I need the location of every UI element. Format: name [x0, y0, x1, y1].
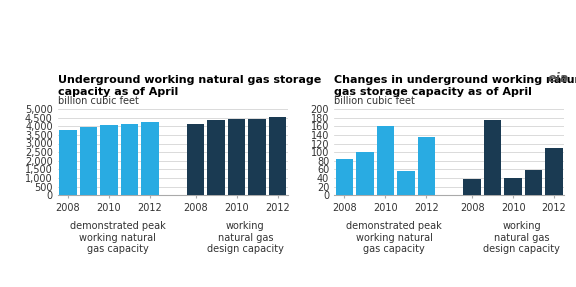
Text: working
natural gas
design capacity: working natural gas design capacity	[207, 221, 284, 254]
Bar	[269, 117, 286, 195]
Bar	[187, 124, 204, 195]
Text: demonstrated peak
working natural
gas capacity: demonstrated peak working natural gas ca…	[70, 221, 165, 254]
Bar	[80, 127, 97, 195]
Bar	[59, 130, 77, 195]
Bar	[228, 119, 245, 195]
Text: Changes in underground working natural: Changes in underground working natural	[334, 75, 576, 85]
Text: capacity as of April: capacity as of April	[58, 87, 178, 97]
Bar	[397, 172, 415, 195]
Text: demonstrated peak
working natural
gas capacity: demonstrated peak working natural gas ca…	[346, 221, 442, 254]
Bar	[336, 158, 353, 195]
Bar	[121, 124, 138, 195]
Bar	[357, 152, 374, 195]
Text: working
natural gas
design capacity: working natural gas design capacity	[483, 221, 560, 254]
Bar	[418, 137, 435, 195]
Bar	[100, 125, 118, 195]
Bar	[377, 126, 394, 195]
Text: gas storage capacity as of April: gas storage capacity as of April	[334, 87, 532, 97]
Bar	[207, 120, 225, 195]
Bar	[525, 170, 542, 195]
Bar	[141, 122, 158, 195]
Bar	[464, 179, 481, 195]
Bar	[545, 148, 563, 195]
Bar	[505, 178, 522, 195]
Text: eia: eia	[548, 72, 569, 85]
Text: billion cubic feet: billion cubic feet	[334, 96, 415, 106]
Bar	[484, 120, 501, 195]
Text: billion cubic feet: billion cubic feet	[58, 96, 138, 106]
Bar	[248, 119, 266, 195]
Text: Underground working natural gas storage: Underground working natural gas storage	[58, 75, 321, 85]
